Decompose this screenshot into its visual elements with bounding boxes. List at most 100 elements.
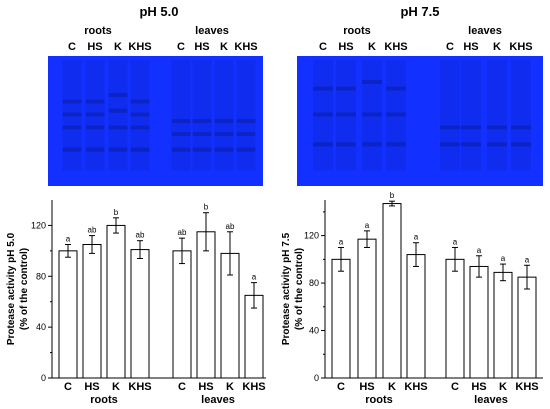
y-tick-label: 80 — [309, 278, 319, 288]
y-tick-label: 0 — [41, 373, 46, 383]
bar — [357, 238, 377, 379]
x-tick-label: HS — [471, 381, 486, 393]
y-tick-label: 40 — [36, 322, 46, 332]
significance-letter: a — [66, 235, 71, 244]
gel-lane-smear — [192, 60, 212, 171]
x-tick-label: HS — [359, 381, 374, 393]
y-tick-label: 120 — [31, 220, 46, 230]
gel-band — [511, 125, 531, 130]
gel-band — [62, 125, 82, 130]
gel-band — [440, 142, 460, 147]
x-tick-label: C — [178, 381, 186, 393]
gel-band — [487, 142, 507, 147]
gel-panel-ph75: pH 7.5 roots leaves C HS K KHS C HS K KH… — [297, 4, 543, 186]
significance-letter: b — [390, 191, 395, 200]
gel-lane-label: KHS — [384, 41, 407, 53]
gel-band — [130, 125, 150, 130]
gel-band — [108, 147, 128, 152]
x-group-label: leaves — [201, 394, 235, 406]
y-tick-label: 120 — [304, 231, 319, 241]
gel-lane-smear — [461, 60, 481, 171]
gel-band — [461, 142, 481, 147]
bar — [106, 224, 126, 379]
y-axis-label: Protease activity pH 7.5 — [281, 232, 292, 345]
gel-lane-smear — [511, 60, 531, 171]
gel-group-label-leaves: leaves — [468, 25, 502, 37]
x-tick-label: K — [499, 381, 507, 393]
gel-band — [130, 99, 150, 104]
gel-band — [386, 112, 406, 117]
gel-band — [236, 119, 256, 123]
gel-lane-label: HS — [338, 41, 353, 53]
gel-lane-smear — [487, 60, 507, 171]
bar — [517, 276, 537, 379]
gel-band — [336, 142, 356, 147]
gel-band — [362, 112, 382, 117]
gel-band — [171, 132, 191, 136]
gel-band — [192, 119, 212, 123]
gel-band — [461, 125, 481, 130]
significance-letter: a — [414, 233, 419, 242]
gel-band — [62, 112, 82, 117]
y-axis-label: Protease activity pH 5.0 — [6, 232, 17, 345]
gel-bands — [313, 60, 531, 171]
gel-band — [487, 125, 507, 130]
bar — [130, 249, 150, 379]
x-tick-label: KHS — [242, 381, 265, 393]
significance-letter: a — [501, 254, 506, 263]
x-tick-label: KHS — [128, 381, 151, 393]
gel-lane-label: K — [493, 41, 501, 53]
x-tick-label: KHS — [404, 381, 427, 393]
gel-band — [313, 86, 333, 91]
significance-letter: b — [204, 203, 209, 212]
gel-lane-label: C — [446, 41, 454, 53]
gel-group-label-roots: roots — [84, 25, 112, 37]
bar — [82, 244, 102, 379]
gel-band — [62, 147, 82, 152]
gel-bands — [62, 60, 256, 171]
gel-band — [336, 86, 356, 91]
bar — [382, 203, 402, 379]
x-tick-label: C — [64, 381, 72, 393]
y-tick-label: 40 — [309, 326, 319, 336]
gel-lane-label: C — [319, 41, 327, 53]
bar — [493, 271, 513, 379]
gel-lane-label: HS — [194, 41, 209, 53]
gel-panel-ph50: pH 5.0 roots leaves C HS K KHS C HS K KH… — [48, 4, 263, 186]
gel-band — [108, 125, 128, 130]
gel-lane-label: KHS — [128, 41, 151, 53]
gel-lane-label: C — [68, 41, 76, 53]
bar — [196, 231, 216, 379]
gel-band — [362, 142, 382, 147]
gel-ph-label: pH 7.5 — [400, 4, 439, 19]
significance-letter: ab — [136, 231, 145, 240]
gel-band — [236, 147, 256, 152]
gel-band — [130, 112, 150, 117]
significance-letter: ab — [226, 222, 235, 231]
bar — [445, 258, 465, 379]
bar — [331, 258, 351, 379]
gel-lane-smear — [214, 60, 234, 171]
gel-band — [386, 86, 406, 91]
significance-letter: a — [252, 273, 257, 282]
gel-lane-smear — [236, 60, 256, 171]
gel-lane-smear — [108, 60, 128, 171]
bar — [406, 254, 426, 379]
gel-lane-smear — [440, 60, 460, 171]
x-tick-label: HS — [84, 381, 99, 393]
x-tick-label: KHS — [515, 381, 538, 393]
significance-letter: a — [453, 237, 458, 246]
significance-letter: a — [477, 246, 482, 255]
y-tick-label: 0 — [314, 373, 319, 383]
x-tick-label: K — [388, 381, 396, 393]
gel-band — [440, 125, 460, 130]
x-tick-label: C — [451, 381, 459, 393]
y-axis-label: (% of the control) — [294, 248, 305, 330]
bar — [58, 250, 78, 379]
gel-lane-label: K — [220, 41, 228, 53]
significance-letter: ab — [88, 226, 97, 235]
gel-image — [297, 56, 543, 186]
x-tick-label: K — [112, 381, 120, 393]
bar — [172, 250, 192, 379]
gel-band — [313, 142, 333, 147]
